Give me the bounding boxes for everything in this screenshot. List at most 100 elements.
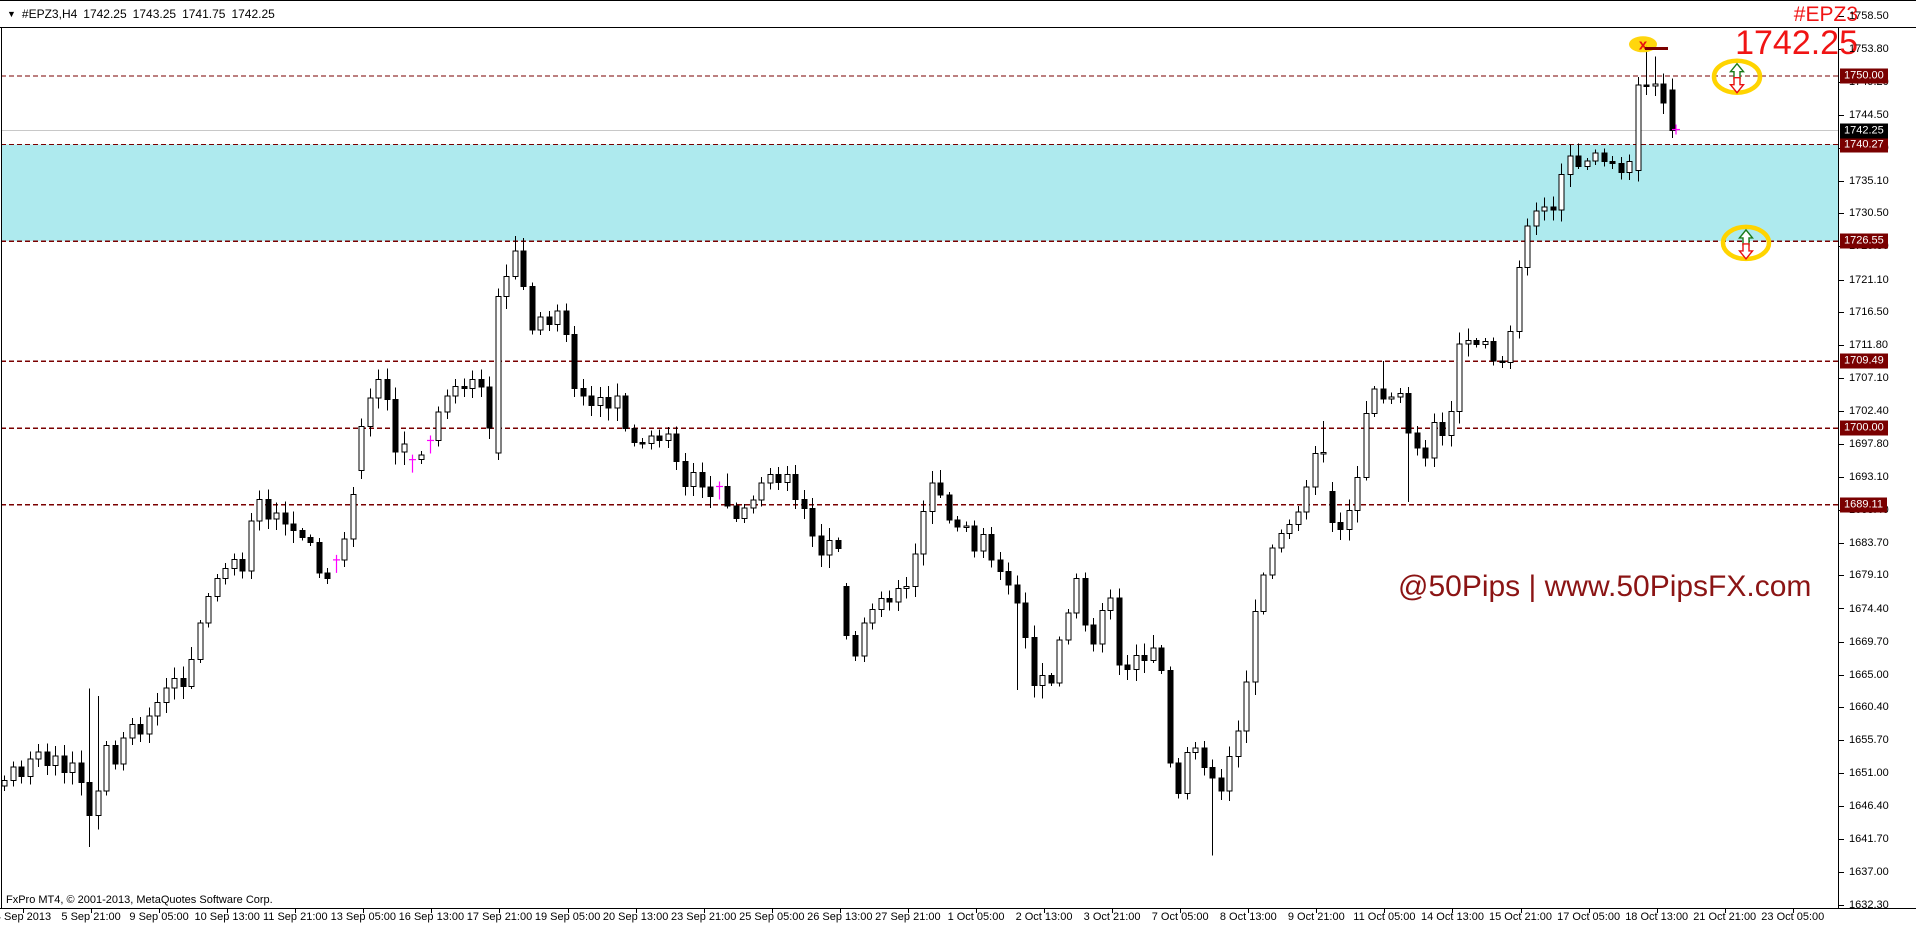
- candle-body: [1592, 152, 1599, 162]
- candle-body: [733, 505, 740, 520]
- x-axis-label: 7 Oct 05:00: [1151, 911, 1209, 923]
- price-level-label: 1709.49: [1840, 353, 1888, 369]
- candle-body: [1022, 602, 1029, 638]
- candle-body: [1184, 752, 1191, 794]
- candle-body: [1388, 396, 1395, 400]
- candle-body: [1116, 597, 1123, 666]
- candle-body: [546, 316, 553, 326]
- candle-body: [1635, 84, 1642, 171]
- candle-body: [163, 687, 170, 704]
- candle-body: [963, 525, 970, 529]
- x-axis-label: 2 Oct 13:00: [1015, 911, 1073, 923]
- price-level-label: 1750.00: [1840, 68, 1888, 84]
- candle-body: [1133, 655, 1140, 670]
- y-axis-label: 1669.70: [1849, 635, 1889, 648]
- candle-body: [1456, 343, 1463, 413]
- candle-body: [895, 587, 902, 603]
- candle-body: [1626, 161, 1633, 174]
- y-axis-label: 1651.00: [1849, 767, 1889, 780]
- x-axis-label: 11 Sep 21:00: [262, 911, 328, 923]
- candle-body: [1652, 83, 1659, 87]
- candle-body: [656, 435, 663, 442]
- candle-body: [1490, 340, 1497, 362]
- candle-body: [861, 622, 868, 657]
- candle-body: [129, 724, 136, 739]
- candle-body: [1524, 225, 1531, 268]
- candle-body: [1584, 160, 1591, 168]
- candle-body: [78, 762, 85, 784]
- spike-x-icon: x: [1639, 36, 1648, 53]
- candle-body: [214, 578, 221, 598]
- candle-body: [946, 494, 953, 521]
- candle-body: [1601, 152, 1608, 163]
- candle-body: [801, 499, 808, 510]
- candle-body: [1158, 647, 1165, 671]
- candle-body: [597, 397, 604, 407]
- x-axis-label: 23 Oct 05:00: [1761, 911, 1825, 923]
- candle-body: [61, 755, 68, 774]
- candle-body: [1507, 330, 1514, 363]
- candle-body: [469, 378, 476, 390]
- candle-body: [222, 568, 229, 580]
- candle-body: [835, 539, 842, 550]
- candle-body: [724, 485, 731, 507]
- candle-body: [1167, 669, 1174, 764]
- candle-body: [1618, 162, 1625, 174]
- candle-body: [818, 535, 825, 556]
- arrow-down-icon: [1738, 243, 1754, 261]
- price-level-label: 1740.27: [1840, 137, 1888, 152]
- title-low: 1741.75: [182, 7, 226, 21]
- candle-body: [878, 597, 885, 610]
- candle-body: [1201, 747, 1208, 769]
- candle-body: [1397, 392, 1404, 398]
- candle-body: [1482, 340, 1489, 346]
- candle-body: [1209, 767, 1216, 779]
- candle-body: [231, 559, 238, 570]
- title-open: 1742.25: [83, 7, 127, 21]
- candle-body: [988, 533, 995, 561]
- candle-body: [903, 585, 910, 589]
- candle-body: [1252, 611, 1259, 683]
- current-price-axis-label: 1742.25: [1840, 123, 1888, 139]
- candle-body: [452, 385, 459, 397]
- candle-body: [1371, 388, 1378, 415]
- x-axis-label: 15 Oct 21:00: [1489, 911, 1552, 923]
- candle-body: [180, 677, 187, 688]
- candle-body: [741, 507, 748, 520]
- chart-title-bar: ▼ #EPZ3,H4 1742.25 1743.25 1741.75 1742.25: [0, 0, 1916, 28]
- candle-body: [1269, 547, 1276, 576]
- x-axis-label: 26 Sep 13:00: [807, 911, 873, 923]
- candle-body: [1218, 777, 1225, 792]
- candle-body: [1558, 174, 1565, 211]
- candle-body: [324, 572, 331, 580]
- candle-body: [350, 494, 357, 540]
- y-axis-label: 1758.50: [1849, 10, 1889, 23]
- y-axis-label: 1744.50: [1849, 108, 1889, 121]
- candle-body: [1303, 486, 1310, 513]
- candle-body: [1473, 340, 1480, 346]
- y-axis-label: 1702.40: [1849, 405, 1889, 418]
- candle-body: [265, 498, 272, 520]
- candle-body: [1312, 452, 1319, 488]
- price-level-label: 1700.00: [1840, 420, 1888, 436]
- candle-body: [537, 316, 544, 331]
- candle-body: [1643, 84, 1650, 88]
- candle-body: [1567, 155, 1574, 176]
- y-axis-label: 1679.10: [1849, 569, 1889, 582]
- candle-body: [435, 411, 442, 441]
- candle-body: [503, 275, 510, 298]
- arrow-down-icon: [1729, 77, 1745, 94]
- y-axis-label: 1665.00: [1849, 668, 1889, 681]
- price-level-label: 1726.55: [1840, 233, 1888, 249]
- y-axis-label: 1660.40: [1849, 701, 1889, 714]
- candle-body: [1235, 730, 1242, 757]
- candle-body: [44, 751, 51, 767]
- candle-body: [784, 473, 791, 483]
- candle-body: [954, 519, 961, 528]
- candle-body: [248, 520, 255, 572]
- candle-body: [631, 427, 638, 443]
- candle-body: [1031, 636, 1038, 687]
- candle-body: [1541, 206, 1548, 212]
- candle-body: [239, 559, 246, 572]
